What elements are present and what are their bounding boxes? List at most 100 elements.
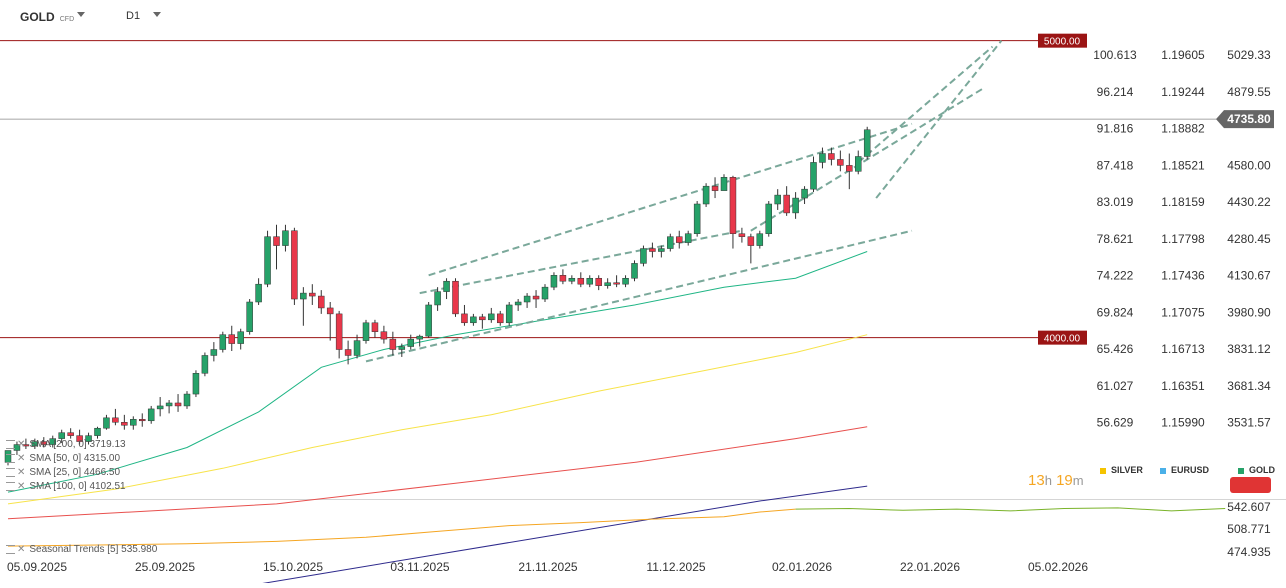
eurusd-axis-tick: 1.16713: [1161, 342, 1205, 356]
candle-body: [103, 417, 110, 429]
remove-indicator-icon[interactable]: ✕: [17, 453, 26, 464]
candle-body: [22, 444, 30, 447]
candle-body: [237, 331, 244, 344]
candle-body: [67, 432, 74, 436]
candle-body: [684, 233, 692, 243]
eurusd-axis-tick: 1.18159: [1161, 195, 1205, 209]
candle-body: [622, 277, 629, 285]
silver-axis-tick: 74.222: [1097, 269, 1134, 283]
candle-body: [40, 441, 48, 445]
candle-body: [649, 248, 656, 252]
candle-countdown-timer: 13h 19m: [1028, 472, 1084, 489]
candle-body: [318, 295, 325, 309]
candle-body: [85, 435, 92, 442]
compare-legend-gold[interactable]: GOLD: [1238, 465, 1275, 475]
seasonal-axis-tick: 474.935: [1227, 545, 1271, 559]
silver-axis-tick: 56.629: [1097, 416, 1134, 430]
remove-indicator-icon[interactable]: ✕: [17, 439, 26, 450]
indicator-settings-icon[interactable]: [6, 544, 15, 554]
candle-body: [452, 280, 459, 315]
indicator-legend-sma-50[interactable]: ✕ SMA [50, 0] 4315.00: [6, 453, 120, 465]
candle-body: [810, 162, 817, 190]
candle-body: [514, 301, 522, 306]
timeframe-label: D1: [126, 10, 141, 22]
indicator-settings-icon[interactable]: [6, 439, 15, 449]
candle-body: [559, 275, 567, 282]
symbol-dropdown-chevron-icon[interactable]: [77, 12, 85, 17]
silver-axis-tick: 87.418: [1097, 158, 1134, 172]
candle-body: [76, 435, 83, 442]
x-axis-tick: 02.01.2026: [772, 560, 832, 574]
candle-body: [470, 316, 477, 324]
gold-axis-tick: 4430.22: [1227, 195, 1271, 209]
candle-body: [828, 153, 835, 160]
candle-body: [756, 233, 764, 246]
candle-body: [139, 419, 146, 422]
x-axis-tick: 25.09.2025: [135, 560, 195, 574]
indicator-legend-sma-25[interactable]: ✕ SMA [25, 0] 4466.50: [6, 467, 120, 479]
seasonal-axis-tick: 508.771: [1227, 522, 1271, 536]
candle-body: [165, 402, 173, 407]
silver-swatch: [1100, 467, 1106, 474]
remove-indicator-icon[interactable]: ✕: [17, 467, 26, 478]
eurusd-axis-tick: 1.17798: [1161, 232, 1205, 246]
eurusd-axis-tick: 1.18882: [1161, 122, 1205, 136]
gold-axis-tick: 5029.33: [1227, 48, 1271, 62]
remove-indicator-icon[interactable]: ✕: [17, 481, 26, 492]
trend-line-2: [428, 122, 913, 277]
last-price-label: 4735.80: [1227, 112, 1271, 126]
candle-body: [255, 283, 262, 303]
candle-body: [443, 280, 450, 292]
indicator-settings-icon[interactable]: [6, 467, 15, 477]
candle-body: [344, 349, 352, 356]
silver-axis-tick: 96.214: [1097, 85, 1134, 99]
candle-body: [31, 441, 39, 447]
candle-body: [246, 301, 253, 332]
remove-indicator-icon[interactable]: ✕: [17, 544, 26, 555]
gold-axis-tick: 3831.12: [1227, 342, 1271, 356]
sma-100-line: [232, 485, 868, 588]
candle-body: [577, 277, 585, 285]
candle-body: [863, 129, 871, 157]
silver-axis-tick: 65.426: [1097, 342, 1134, 356]
candle-body: [702, 185, 710, 205]
candle-body: [523, 295, 531, 303]
candle-body: [658, 248, 665, 252]
x-axis-tick: 03.11.2025: [390, 560, 449, 574]
x-axis-tick: 05.02.2026: [1028, 560, 1088, 574]
candle-body: [183, 393, 191, 407]
candle-body: [389, 338, 397, 350]
indicator-legend-sma-200[interactable]: ✕ SMA [200, 0] 3719.13: [6, 439, 126, 451]
candle-body: [738, 233, 746, 237]
candle-body: [407, 338, 414, 347]
candle-body: [362, 322, 370, 341]
indicator-settings-icon[interactable]: [6, 481, 15, 491]
x-axis-tick: 22.01.2026: [900, 560, 960, 574]
candle-body: [13, 444, 21, 451]
candle-body: [282, 230, 289, 246]
timeframe-dropdown-chevron-icon[interactable]: [153, 12, 161, 17]
eurusd-axis-tick: 1.19244: [1161, 85, 1205, 99]
compare-legend-eurusd[interactable]: EURUSD: [1160, 465, 1209, 475]
candle-body: [747, 236, 755, 246]
candle-body: [309, 292, 316, 297]
candle-body: [192, 373, 200, 395]
symbol-selector[interactable]: GOLD CFD: [20, 10, 74, 24]
compare-legend-silver[interactable]: SILVER: [1100, 465, 1143, 475]
seasonal-legend[interactable]: ✕ Seasonal Trends [5] 535.980: [6, 544, 157, 556]
sma-25-line: [7, 334, 868, 505]
indicator-settings-icon[interactable]: [6, 453, 15, 463]
candle-body: [586, 277, 593, 285]
sma-200-line: [7, 426, 868, 520]
timeframe-selector[interactable]: D1: [126, 10, 140, 22]
candle-body: [774, 194, 781, 205]
sell-button[interactable]: [1230, 477, 1271, 493]
indicator-legend-sma-100[interactable]: ✕ SMA [100, 0] 4102.51: [6, 481, 126, 493]
x-axis-tick: 11.12.2025: [646, 560, 705, 574]
candle-body: [532, 295, 540, 300]
candle-body: [219, 334, 227, 350]
silver-axis-tick: 69.824: [1097, 305, 1134, 319]
candle-body: [855, 156, 862, 172]
